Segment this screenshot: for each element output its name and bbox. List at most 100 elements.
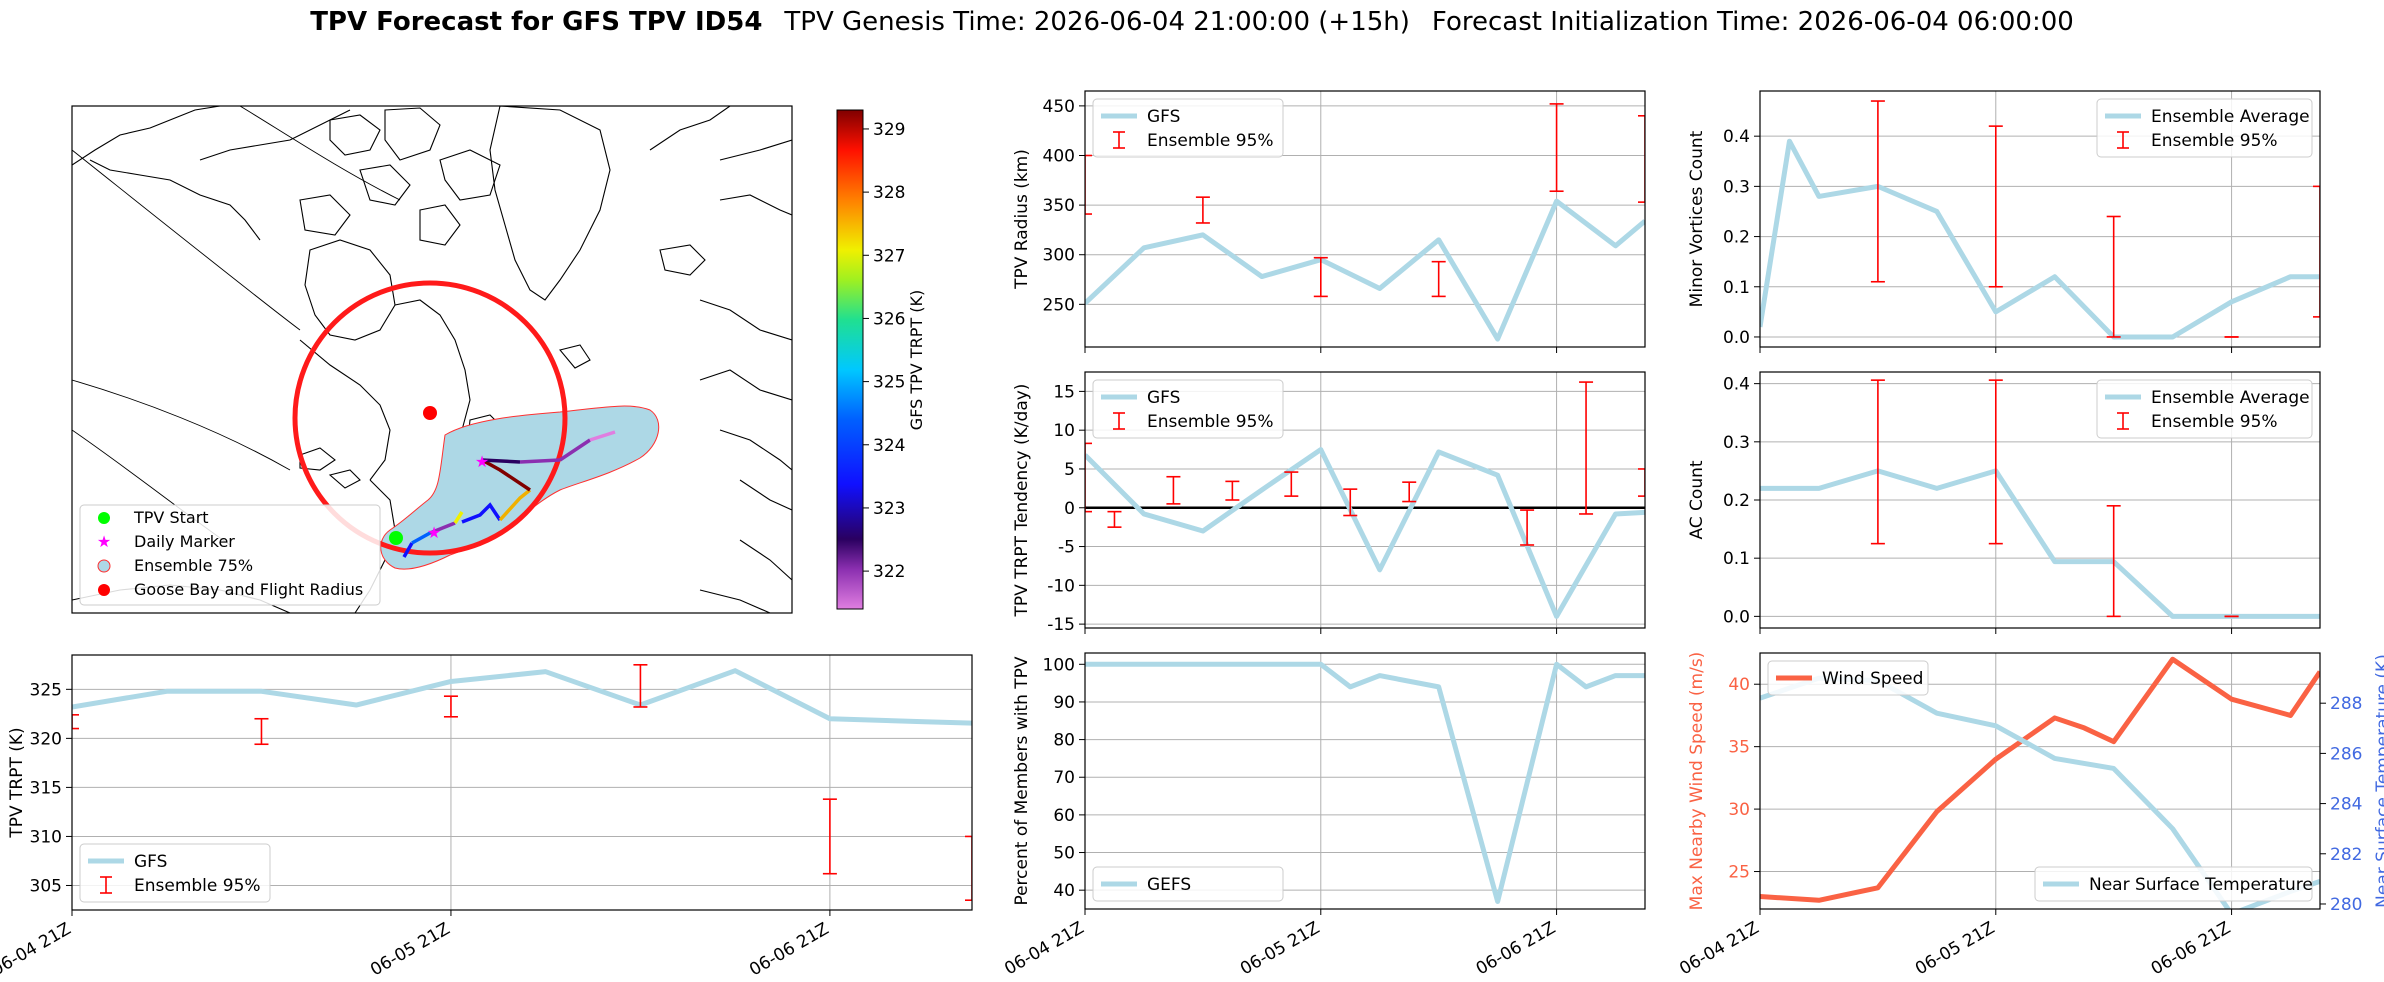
wind_temp-ytick-label: 40 (1728, 675, 1750, 695)
minor-legend: Ensemble Average Ensemble 95% (2096, 98, 2313, 158)
members-ytick-label: 80 (1053, 731, 1075, 751)
wind_temp-ytick-right-label: 284 (2330, 795, 2362, 815)
radius-errorbar (1085, 154, 1092, 215)
legend-tpv-start: TPV Start (133, 508, 209, 527)
goose-bay-marker (423, 406, 437, 420)
ac-series-0 (1760, 468, 2320, 619)
tendency-errorbar (1085, 442, 1092, 513)
minor-ylabel: Minor Vortices Count (1687, 130, 1707, 307)
tendency-errorbar (1638, 468, 1645, 497)
radius-ytick-label: 450 (1043, 97, 1075, 117)
trpt-plot-area (72, 664, 972, 901)
svg-text:★: ★ (97, 532, 111, 551)
minor-plot-area (1760, 100, 2320, 340)
ac-ytick-label: 0.1 (1723, 549, 1750, 569)
trpt-ytick-label: 325 (30, 680, 62, 700)
colorbar-label: GFS TPV TRPT (K) (907, 290, 926, 430)
ac-legend-entry: Ensemble 95% (2151, 412, 2278, 432)
members-ytick-label: 60 (1053, 806, 1075, 826)
minor-errorbar (1988, 125, 2003, 288)
wind_temp-legend: Near Surface Temperature (2034, 866, 2313, 902)
colorbar: 322 323 324 325 326 327 328 329 GFS TPV TRPT (K… (836, 109, 926, 610)
minor-ytick-label: 0.1 (1723, 278, 1750, 298)
radius-plot-area (1085, 103, 1645, 342)
radius-legend: GFS Ensemble 95% (1092, 98, 1284, 158)
trpt-errorbar (72, 714, 79, 730)
members-ytick-label: 90 (1053, 693, 1075, 713)
tendency-ytick-label: 15 (1053, 382, 1075, 402)
trpt-errorbar (443, 695, 458, 718)
wind_temp-ylabel-right: Near Surface Temperature (K) (2373, 654, 2384, 908)
wind_temp-ytick-right-label: 280 (2330, 895, 2362, 915)
tendency-errorbar (1520, 509, 1535, 546)
minor-ytick-label: 0.3 (1723, 177, 1750, 197)
wind_temp-legend-entry: Wind Speed (1822, 669, 1923, 689)
ac-plot-area (1760, 379, 2320, 619)
tendency-errorbar (1579, 381, 1594, 515)
wind_temp-frame (1759, 652, 2321, 910)
tpv-track (402, 430, 616, 558)
wind_temp-ytick-label: 35 (1728, 738, 1750, 758)
minor-errorbar (1870, 100, 1885, 283)
minor-errorbar (2313, 185, 2320, 318)
tendency-legend: GFS Ensemble 95% (1092, 379, 1284, 439)
ac-ylabel: AC Count (1687, 460, 1707, 539)
tendency-ylabel: TPV TRPT Tendency (K/day) (1012, 384, 1032, 618)
title-genesis: TPV Genesis Time: 2026-06-04 21:00:00 (+… (783, 7, 1410, 37)
tendency-errorbar (1225, 480, 1240, 501)
radius-errorbar (1195, 196, 1210, 224)
trpt-errorbar (254, 717, 269, 746)
colorbar-tick-label: 329 (873, 120, 905, 140)
ac-ytick-label: 0.4 (1723, 375, 1750, 395)
minor-panel: 0.0 0.1 0.2 0.3 0.4 Minor Vortices Count Ensem… (1687, 90, 2321, 353)
members-plot-area (1085, 661, 1645, 904)
members-ytick-label: 100 (1043, 655, 1075, 675)
radius-ytick-label: 250 (1043, 295, 1075, 315)
wind_temp-ytick-right-label: 282 (2330, 845, 2362, 865)
ac-errorbar (1988, 379, 2003, 545)
radius-frame (1084, 90, 1646, 348)
minor-series-0 (1760, 138, 2320, 340)
trpt-legend-entry: Ensemble 95% (134, 876, 261, 896)
members-legend: GEFS (1092, 866, 1284, 902)
tendency-ytick-label: -15 (1047, 615, 1075, 635)
trpt-ytick-label: 310 (30, 827, 62, 847)
map-panel: ★ ★ TPV Start ★ Daily Marker Ensemble 75… (71, 105, 926, 614)
radius-ytick-label: 300 (1043, 246, 1075, 266)
wind_temp-ytick-label: 30 (1728, 800, 1750, 820)
tendency-frame (1084, 371, 1646, 629)
ac-ytick-label: 0.2 (1723, 491, 1750, 511)
wind_temp-series-0 (1760, 656, 2320, 903)
ac-legend: Ensemble Average Ensemble 95% (2096, 379, 2313, 439)
tendency-errorbar (1343, 488, 1358, 517)
radius-errorbar (1313, 256, 1328, 298)
colorbar-tick-label: 322 (873, 562, 905, 582)
wind_temp-ytick-right-label: 288 (2330, 694, 2362, 714)
members-ytick-label: 50 (1053, 844, 1075, 864)
radius-series-0 (1085, 198, 1645, 342)
tendency-errorbar (1402, 481, 1417, 503)
minor-ytick-label: 0.2 (1723, 228, 1750, 248)
tpv-start-marker (389, 531, 403, 545)
members-ylabel: Percent of Members with TPV (1012, 656, 1032, 905)
trpt-series-0 (72, 668, 972, 726)
minor-ytick-label: 0.4 (1723, 127, 1750, 147)
radius-errorbar (1638, 115, 1645, 203)
wind_temp-ylabel: Max Nearby Wind Speed (m/s) (1687, 652, 1707, 911)
minor-legend-entry: Ensemble 95% (2151, 131, 2278, 151)
legend-ensemble-75: Ensemble 75% (134, 556, 253, 575)
ac-errorbar (2106, 505, 2121, 618)
flight-radius-circle (292, 280, 568, 556)
tendency-errorbar (1284, 471, 1299, 497)
wind_temp-ytick-right-label: 286 (2330, 744, 2362, 764)
map-legend: TPV Start ★ Daily Marker Ensemble 75% Go… (79, 504, 381, 606)
colorbar-tick-label: 326 (873, 309, 905, 329)
wind_temp-legend-entry: Near Surface Temperature (2089, 875, 2313, 895)
daily-marker-1: ★ (427, 523, 441, 542)
trpt-errorbar (965, 835, 972, 901)
trpt-ytick-label: 320 (30, 729, 62, 749)
ac-errorbar (1870, 379, 1885, 545)
radius-errorbar (1431, 260, 1446, 298)
trpt-errorbar (822, 798, 837, 875)
